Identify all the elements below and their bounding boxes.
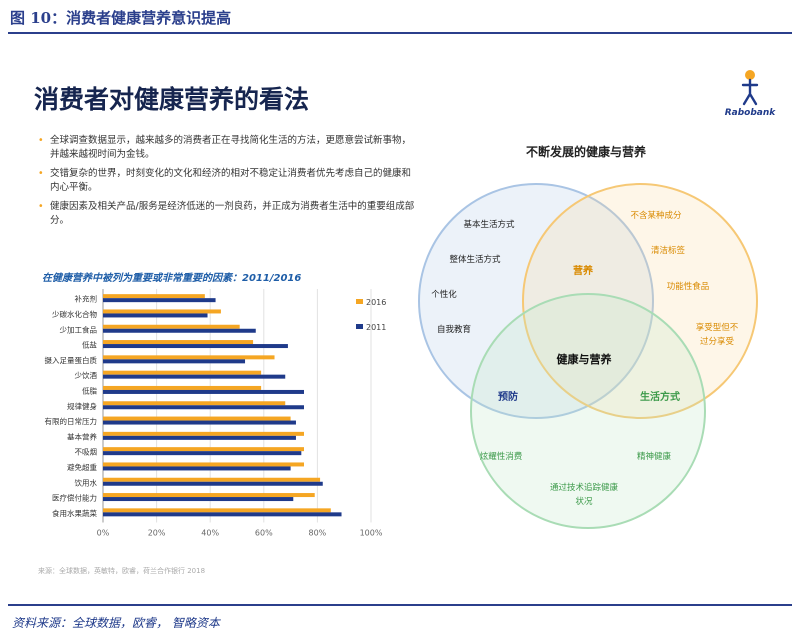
bar-2011: [103, 512, 342, 517]
venn-circle-orange: [522, 183, 758, 419]
x-tick-label: 100%: [360, 529, 383, 538]
footer-source: 资料来源：全球数据，欧睿， 智略资本: [12, 616, 220, 630]
category-label: 基本营养: [67, 431, 97, 441]
bullet-item: 健康因素及相关产品/服务是经济低迷的一剂良药，并正成为消费者生活中的重要组成部分…: [36, 200, 416, 228]
footer-rule: [8, 604, 792, 606]
bar-2011: [103, 344, 288, 349]
bar-2016: [103, 401, 286, 406]
bar-2011: [103, 389, 304, 394]
bar-2016: [103, 416, 291, 421]
category-label: 食用水果蔬菜: [52, 508, 97, 518]
bar-2016: [103, 340, 254, 345]
venn-circle-blue: [418, 183, 654, 419]
venn-circle-green: [470, 293, 706, 529]
legend-swatch-2011: [356, 324, 363, 329]
venn-item-label: 不含某种成分: [630, 210, 682, 221]
category-label: 饮用水: [75, 477, 98, 487]
venn-item-label: 炫耀性消费: [480, 451, 523, 462]
venn-item-label: 自我教育: [437, 324, 471, 335]
category-label: 有限的日常压力: [45, 416, 98, 426]
x-tick-label: 0%: [97, 529, 110, 538]
rabobank-logo: Rabobank: [720, 68, 780, 124]
legend-label-2011: 2011: [366, 323, 386, 332]
category-label: 低脂: [82, 385, 97, 395]
category-label: 医疗偿付能力: [52, 493, 97, 503]
bar-2011: [103, 497, 294, 502]
bar-2016: [103, 355, 275, 360]
x-tick-label: 20%: [148, 529, 166, 538]
bar-2016: [103, 370, 262, 375]
header-rule: [8, 32, 792, 34]
x-tick-label: 60%: [255, 529, 273, 538]
venn-center-label: 健康与营养: [557, 352, 613, 366]
bar-2016: [103, 385, 262, 390]
bar-2011: [103, 435, 296, 440]
venn-item-label: 清洁标签: [651, 245, 686, 256]
bullet-list: 全球调查数据显示，越来越多的消费者正在寻找简化生活的方法，更愿意尝试新事物，并越…: [36, 134, 416, 233]
legend-swatch-2016: [356, 299, 363, 304]
bar-2011: [103, 451, 302, 456]
bar-chart-title: 在健康营养中被列为重要或非常重要的因素：2011/2016: [42, 273, 302, 284]
slide-source-note: 来源：全球数据，英敏特，欧睿，荷兰合作银行 2018: [38, 567, 206, 575]
bar-2016: [103, 324, 240, 329]
bar-2011: [103, 359, 246, 364]
slide-title: 消费者对健康营养的看法: [34, 85, 310, 114]
venn-item-label: 通过技术追踪健康: [550, 482, 619, 493]
venn-item-label: 整体生活方式: [449, 254, 501, 265]
bar-2011: [103, 481, 323, 486]
venn-item-label: 享受型但不: [696, 322, 739, 333]
bar-2016: [103, 508, 331, 513]
slide: 消费者对健康营养的看法 Rabobank 全球调查数据显示，越来越多的消费者正在…: [8, 38, 792, 600]
bar-2016: [103, 477, 321, 482]
bar-2011: [103, 405, 304, 410]
venn-item-label: 过分享受: [700, 336, 735, 347]
bar-2016: [103, 294, 205, 299]
bar-2016: [103, 447, 304, 452]
category-label: 规律健身: [67, 401, 97, 411]
bar-chart: 0% 20% 40% 60% 80% 100% 补充剂少碳水化合物少加工食品低盐摄入足量蛋白…: [45, 289, 386, 538]
venn-item-label: 基本生活方式: [463, 219, 515, 230]
venn-circle-label-lifestyle: 生活方式: [640, 390, 680, 403]
category-label: 不吸烟: [75, 448, 98, 457]
category-label: 少加工食品: [60, 324, 98, 334]
bar-2011: [103, 313, 208, 318]
bar-2016: [103, 462, 304, 467]
venn-item-label: 功能性食品: [667, 281, 710, 292]
venn-title: 不断发展的健康与营养: [526, 144, 646, 159]
venn-item-label: 精神健康: [637, 451, 672, 462]
bar-2016: [103, 309, 221, 314]
category-label: 少碳水化合物: [52, 309, 97, 319]
bar-2011: [103, 374, 286, 379]
venn-item-label: 个性化: [431, 289, 457, 300]
bar-2011: [103, 298, 216, 303]
figure-header: 图 10：消费者健康营养意识提高: [0, 0, 800, 34]
bar-2011: [103, 466, 291, 471]
legend-label-2016: 2016: [366, 298, 386, 307]
category-label: 低盐: [82, 340, 97, 350]
bar-2016: [103, 431, 304, 436]
bar-2011: [103, 420, 296, 425]
category-label: 补充剂: [75, 294, 98, 304]
category-label: 避免超重: [67, 462, 97, 472]
venn-item-label: 状况: [575, 496, 593, 507]
category-label: 少饮酒: [75, 370, 98, 380]
bullet-item: 交错复杂的世界，时刻变化的文化和经济的相对不稳定让消费者优先考虑自己的健康和内心…: [36, 167, 416, 195]
logo-text: Rabobank: [724, 108, 776, 118]
x-tick-label: 40%: [201, 529, 219, 538]
bar-2016: [103, 493, 315, 498]
rabobank-logo-icon: [741, 70, 759, 106]
bar-2011: [103, 328, 256, 333]
venn-circle-label-nutrition: 营养: [573, 264, 594, 277]
figure-title: 图 10：消费者健康营养意识提高: [10, 9, 232, 27]
x-tick-label: 80%: [309, 529, 327, 538]
bullet-item: 全球调查数据显示，越来越多的消费者正在寻找简化生活的方法，更愿意尝试新事物，并越…: [36, 134, 416, 162]
category-label: 摄入足量蛋白质: [45, 355, 98, 365]
venn-circle-label-prevention: 预防: [498, 390, 518, 403]
